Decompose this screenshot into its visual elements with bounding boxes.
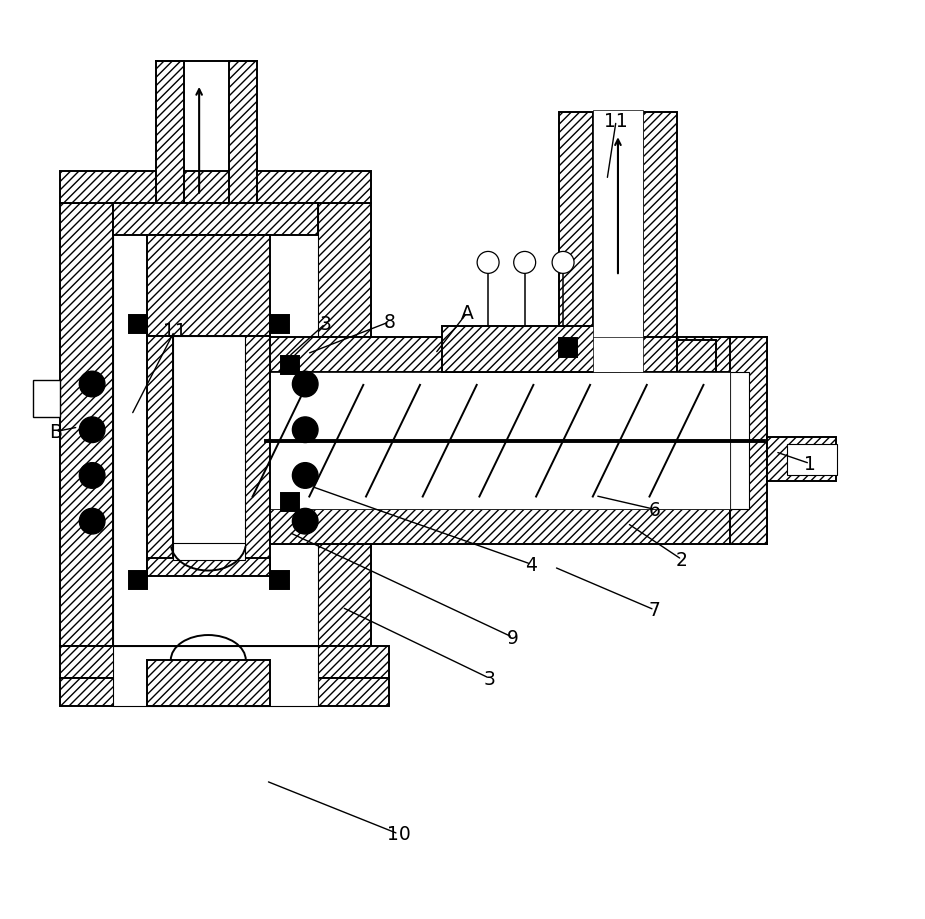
Bar (262, 510, 767, 544)
Circle shape (292, 509, 318, 535)
Circle shape (292, 463, 318, 489)
Bar (442, 327, 620, 373)
Bar (60, 172, 371, 204)
Bar (229, 62, 257, 235)
Text: 11: 11 (163, 323, 186, 341)
Bar (643, 112, 677, 341)
Bar (731, 373, 748, 510)
Text: 7: 7 (648, 601, 660, 619)
Bar (262, 338, 767, 373)
Bar (147, 336, 173, 573)
Text: B: B (49, 423, 62, 442)
Bar (280, 494, 299, 512)
Text: 1: 1 (804, 455, 816, 473)
Text: 6: 6 (648, 500, 660, 519)
Bar (593, 110, 643, 341)
Circle shape (477, 252, 500, 274)
Bar (147, 235, 270, 336)
Bar (173, 336, 245, 560)
Bar (129, 571, 147, 589)
Bar (787, 445, 837, 475)
Circle shape (80, 417, 105, 443)
Text: A: A (461, 304, 474, 323)
Bar (265, 373, 731, 510)
Bar (60, 647, 389, 679)
Bar (113, 647, 318, 706)
Bar (514, 341, 716, 373)
Text: 3: 3 (484, 669, 496, 688)
Bar (147, 558, 270, 576)
Bar (156, 62, 183, 235)
Text: 2: 2 (676, 550, 688, 570)
Circle shape (80, 509, 105, 535)
Bar (731, 338, 767, 544)
Bar (559, 339, 677, 362)
Bar (113, 204, 318, 647)
Text: 4: 4 (525, 555, 537, 574)
Bar (60, 679, 389, 706)
Bar (270, 315, 289, 334)
Text: 3: 3 (319, 315, 331, 334)
Bar (113, 204, 318, 235)
Bar (559, 339, 577, 357)
Bar (593, 338, 643, 373)
Bar (318, 204, 371, 647)
Bar (147, 661, 270, 706)
Bar (767, 437, 835, 482)
Text: 10: 10 (387, 824, 411, 844)
Text: 8: 8 (383, 313, 395, 332)
Circle shape (80, 372, 105, 397)
Text: 11: 11 (604, 112, 628, 131)
Bar (32, 381, 60, 417)
Bar (245, 336, 270, 573)
Circle shape (552, 252, 574, 274)
Circle shape (80, 463, 105, 489)
Circle shape (292, 417, 318, 443)
Bar (559, 112, 593, 341)
Bar (60, 204, 113, 647)
Circle shape (292, 372, 318, 397)
Bar (270, 571, 289, 589)
Circle shape (513, 252, 536, 274)
Bar (280, 357, 299, 375)
Bar (129, 315, 147, 334)
Bar (559, 338, 677, 373)
Text: 9: 9 (507, 628, 519, 647)
